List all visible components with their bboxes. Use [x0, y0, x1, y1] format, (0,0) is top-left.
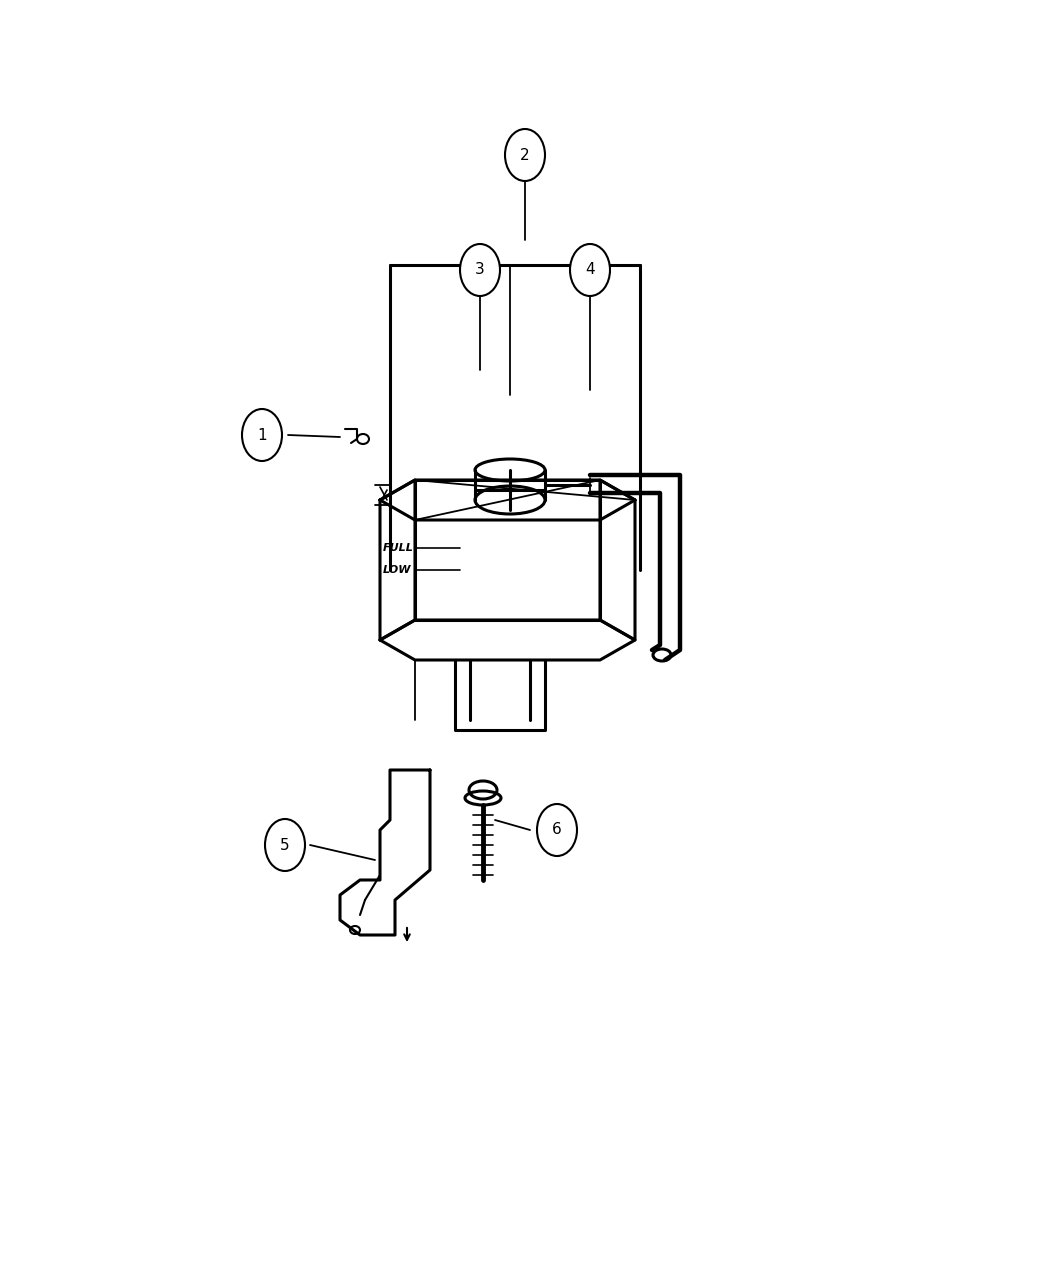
Ellipse shape [570, 244, 610, 296]
Text: 3: 3 [475, 263, 485, 278]
Text: 2: 2 [520, 148, 530, 162]
Text: 5: 5 [280, 838, 290, 853]
Text: 1: 1 [257, 427, 267, 442]
Ellipse shape [242, 409, 282, 462]
Text: 4: 4 [585, 263, 594, 278]
Ellipse shape [265, 819, 304, 871]
Ellipse shape [505, 129, 545, 181]
Ellipse shape [460, 244, 500, 296]
Text: FULL: FULL [383, 543, 414, 553]
Text: 6: 6 [552, 822, 562, 838]
Ellipse shape [537, 805, 578, 856]
Text: LOW: LOW [383, 565, 412, 575]
